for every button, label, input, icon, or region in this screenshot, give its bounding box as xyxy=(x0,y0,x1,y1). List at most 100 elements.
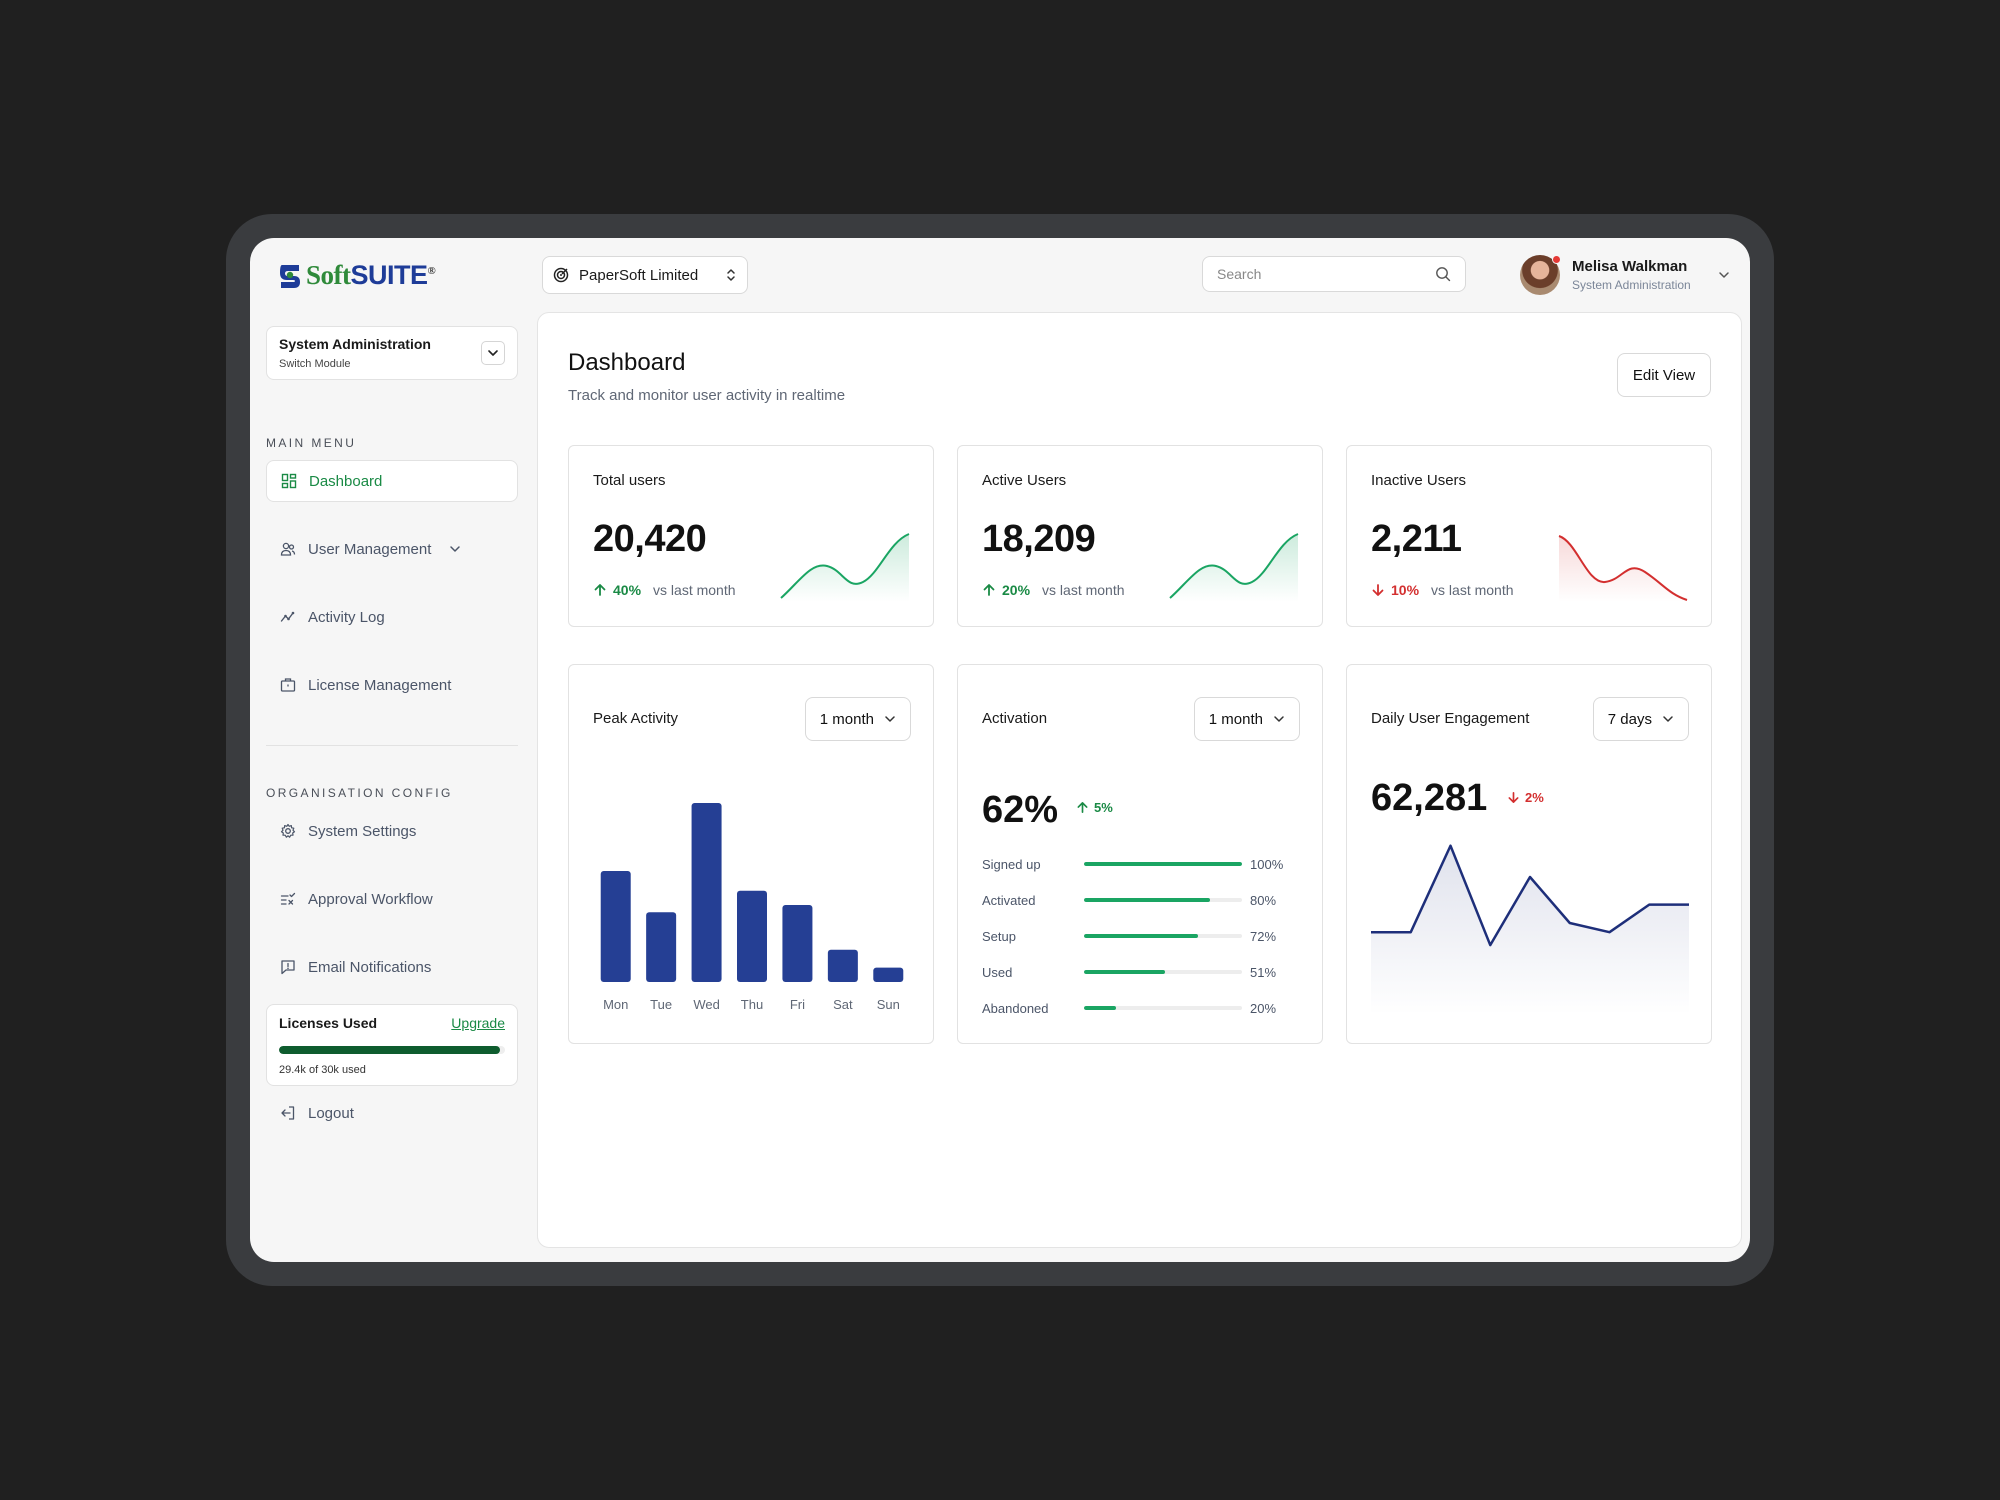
user-role: System Administration xyxy=(1572,278,1691,292)
stat-comparison: vs last month xyxy=(1042,582,1125,598)
activation-card: Activation 1 month 62% 5% Signed up 100% A… xyxy=(957,664,1323,1044)
sidebar-item-label: Activity Log xyxy=(308,608,385,626)
stat-card-total-users: Total users 20,420 40% vs last month xyxy=(568,445,934,627)
stat-trend: 40% vs last month xyxy=(593,582,736,598)
sidebar-item-label: Email Notifications xyxy=(308,958,432,976)
range-select[interactable]: 1 month xyxy=(804,697,911,741)
chart-title: Activation xyxy=(982,710,1048,727)
range-label: 1 month xyxy=(819,710,874,728)
bar-label: Sun xyxy=(877,997,900,1012)
sparkline-up xyxy=(780,533,910,602)
bar-label: Tue xyxy=(650,997,672,1012)
user-info: Melisa Walkman System Administration xyxy=(1572,258,1691,292)
engagement-change-value: 2% xyxy=(1525,790,1544,805)
funnel-track xyxy=(1084,862,1242,866)
activation-value: 62% xyxy=(982,789,1059,831)
funnel-track xyxy=(1084,1006,1242,1010)
funnel-row: Signed up 100% xyxy=(982,854,1302,874)
activation-change-value: 5% xyxy=(1094,800,1113,815)
edit-view-button[interactable]: Edit View xyxy=(1617,353,1711,397)
stat-comparison: vs last month xyxy=(1431,582,1514,598)
page-title: Dashboard xyxy=(568,349,686,376)
sidebar-item-license-management[interactable]: License Management xyxy=(266,664,518,706)
logout-icon xyxy=(281,1106,295,1120)
org-config-label: ORGANISATION CONFIG xyxy=(266,786,453,800)
engagement-value: 62,281 xyxy=(1371,777,1488,819)
sidebar-item-user-management[interactable]: User Management xyxy=(266,528,518,570)
arrow-up-icon xyxy=(983,584,995,596)
chevron-down-icon[interactable] xyxy=(1718,270,1730,280)
bar-sun xyxy=(873,967,904,982)
sidebar-item-approval-workflow[interactable]: Approval Workflow xyxy=(266,878,518,920)
upgrade-link[interactable]: Upgrade xyxy=(451,1015,505,1031)
stat-trend: 20% vs last month xyxy=(982,582,1125,598)
chart-title: Daily User Engagement xyxy=(1371,710,1530,727)
chart-title: Peak Activity xyxy=(593,710,679,727)
module-subtitle: Switch Module xyxy=(279,358,351,370)
main-panel: Dashboard Track and monitor user activit… xyxy=(537,312,1742,1248)
funnel-fill xyxy=(1084,862,1242,866)
stat-label: Total users xyxy=(593,472,666,489)
funnel-row: Setup 72% xyxy=(982,926,1302,946)
logout-button[interactable]: Logout xyxy=(266,1092,518,1134)
bar-tue xyxy=(646,912,677,982)
bar-sat xyxy=(827,949,858,982)
funnel-track xyxy=(1084,898,1242,902)
app-screen: SoftSUITE® PaperSoft Limited xyxy=(250,238,1750,1262)
target-icon xyxy=(553,267,569,283)
logo-suite: SUITE xyxy=(350,260,429,290)
bar-mon xyxy=(600,871,631,982)
org-name: PaperSoft Limited xyxy=(579,266,699,284)
range-select[interactable]: 1 month xyxy=(1193,697,1300,741)
logo-icon xyxy=(280,264,300,288)
module-title: System Administration xyxy=(279,336,431,352)
brand-logo[interactable]: SoftSUITE® xyxy=(278,260,436,291)
avatar xyxy=(1520,255,1561,295)
chevron-down-icon xyxy=(1274,716,1284,722)
user-menu[interactable]: Melisa Walkman System Administration xyxy=(1520,252,1730,298)
funnel-label: Activated xyxy=(982,892,1036,908)
activation-change: 5% xyxy=(1076,800,1113,815)
stat-change: 20% xyxy=(1002,582,1031,598)
stat-card-inactive-users: Inactive Users 2,211 10% vs last month xyxy=(1346,445,1712,627)
bar-label: Mon xyxy=(603,997,628,1012)
funnel-percent: 80% xyxy=(1250,892,1277,908)
funnel-label: Signed up xyxy=(982,856,1041,872)
main-menu-label: MAIN MENU xyxy=(266,436,357,450)
stat-label: Active Users xyxy=(982,472,1067,489)
chevron-down-icon xyxy=(885,716,895,722)
logo-registered: ® xyxy=(427,265,436,277)
bar-label: Sat xyxy=(833,997,853,1012)
funnel-percent: 51% xyxy=(1250,964,1277,980)
sidebar-item-dashboard[interactable]: Dashboard xyxy=(266,460,518,502)
peak-activity-card: Peak Activity 1 month Mon Tue Wed Thu Fri Sat… xyxy=(568,664,934,1044)
org-select[interactable]: PaperSoft Limited xyxy=(542,256,748,294)
funnel-row: Activated 80% xyxy=(982,890,1302,910)
search-box[interactable] xyxy=(1202,256,1466,292)
arrow-down-icon xyxy=(1508,792,1519,803)
sidebar-item-label: License Management xyxy=(308,676,452,694)
logout-label: Logout xyxy=(308,1104,354,1122)
chevron-down-icon xyxy=(488,350,498,356)
funnel-fill xyxy=(1084,1006,1116,1010)
funnel-percent: 100% xyxy=(1250,856,1284,872)
peak-activity-bar-chart: Mon Tue Wed Thu Fri Sat Sun xyxy=(600,803,904,1012)
search-icon[interactable] xyxy=(1435,266,1451,282)
licenses-progress-fill xyxy=(279,1046,501,1054)
search-input[interactable] xyxy=(1217,266,1417,282)
sidebar-item-activity-log[interactable]: Activity Log xyxy=(266,596,518,638)
arrow-down-icon xyxy=(1372,584,1384,596)
logo-wordmark: SoftSUITE® xyxy=(306,260,436,291)
module-switcher[interactable]: System Administration Switch Module xyxy=(266,326,518,380)
sidebar-item-email-notifications[interactable]: Email Notifications xyxy=(266,946,518,988)
engagement-change: 2% xyxy=(1507,790,1544,805)
sidebar-item-system-settings[interactable]: System Settings xyxy=(266,810,518,852)
funnel-fill xyxy=(1084,970,1165,974)
stat-change: 40% xyxy=(613,582,642,598)
users-icon xyxy=(280,542,296,556)
range-select[interactable]: 7 days xyxy=(1592,697,1689,741)
funnel-row: Used 51% xyxy=(982,962,1302,982)
funnel-track xyxy=(1084,970,1242,974)
stat-comparison: vs last month xyxy=(653,582,736,598)
module-dropdown-button[interactable] xyxy=(481,341,505,365)
